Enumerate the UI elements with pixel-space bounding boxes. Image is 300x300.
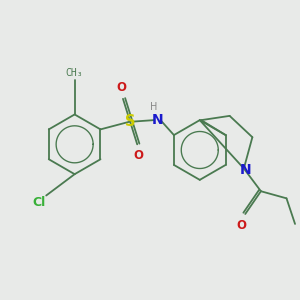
Text: Cl: Cl xyxy=(32,196,46,209)
Text: O: O xyxy=(236,219,246,232)
Text: O: O xyxy=(134,149,144,162)
Text: O: O xyxy=(117,81,127,94)
Text: N: N xyxy=(239,163,251,177)
Text: CH₃: CH₃ xyxy=(66,68,83,78)
Text: H: H xyxy=(150,102,158,112)
Text: S: S xyxy=(125,114,135,129)
Text: N: N xyxy=(151,112,163,127)
